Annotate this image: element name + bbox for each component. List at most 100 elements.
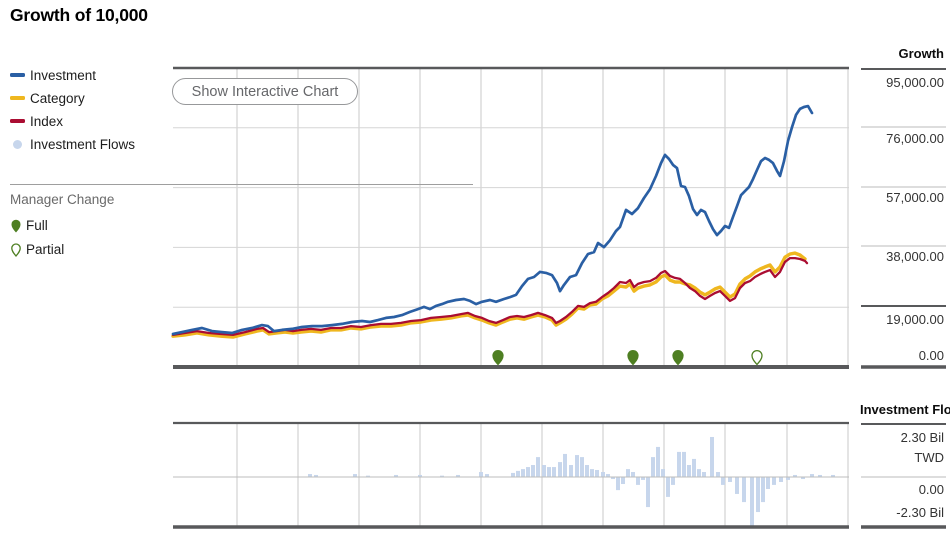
flow-bar xyxy=(526,467,530,477)
legend-item-investment: Investment xyxy=(10,67,97,83)
flow-bar xyxy=(641,477,645,480)
flow-bar xyxy=(547,467,551,477)
flow-bar xyxy=(772,477,776,485)
growth-axis-tick: 0.00 xyxy=(918,348,944,363)
flow-bar xyxy=(563,453,567,477)
flow-bar xyxy=(646,477,650,508)
investment-flows-dot-swatch xyxy=(10,139,25,149)
full-pin-icon xyxy=(11,219,21,233)
flow-bar xyxy=(671,477,675,485)
manager-change-item-full: Full xyxy=(10,218,48,233)
flow-bar xyxy=(485,474,489,477)
flow-bar xyxy=(585,465,589,477)
partial-pin-icon xyxy=(11,243,21,257)
growth-axis-header: Growth xyxy=(898,46,945,61)
flow-bar xyxy=(682,451,686,477)
flow-bar xyxy=(742,477,746,503)
legend-label: Investment xyxy=(30,67,97,83)
manager-change-title: Manager Change xyxy=(10,192,115,207)
flow-bar xyxy=(677,451,681,477)
partial-manager-change-pin xyxy=(751,350,763,366)
flow-bar xyxy=(575,455,579,477)
flow-bar xyxy=(308,474,312,477)
flows-axis-tick: 0.00 xyxy=(918,482,944,497)
manager-change-label: Partial xyxy=(26,242,65,257)
growth-axis-tick: 19,000.00 xyxy=(886,312,944,327)
flow-bar xyxy=(353,474,357,477)
full-manager-change-pin xyxy=(672,350,684,366)
growth-axis-tick: 38,000.00 xyxy=(886,249,944,264)
category-series-line xyxy=(171,251,807,339)
flow-bar xyxy=(779,477,783,482)
legend-label: Category xyxy=(30,90,85,106)
flow-bar xyxy=(631,472,635,477)
legend-item-investment-flows: Investment Flows xyxy=(10,136,136,152)
flow-bar xyxy=(661,469,665,477)
flow-bar xyxy=(590,469,594,477)
full-manager-change-pin xyxy=(492,350,504,366)
flow-bar xyxy=(735,477,739,494)
investment-series-line xyxy=(171,104,814,336)
flow-bar xyxy=(692,458,696,477)
page-title: Growth of 10,000 xyxy=(10,5,148,25)
flow-bar xyxy=(626,469,630,477)
flow-bar xyxy=(366,475,370,477)
flow-bar xyxy=(542,465,546,477)
flow-bar xyxy=(516,470,520,477)
flow-bar xyxy=(521,469,525,477)
flow-bar xyxy=(786,477,790,480)
flow-bar xyxy=(687,465,691,477)
flow-bar xyxy=(511,472,515,477)
flow-bar xyxy=(601,472,605,477)
flow-bar xyxy=(651,457,655,477)
flow-bar xyxy=(616,477,620,491)
flow-bar xyxy=(761,477,765,503)
growth-axis-tick: 57,000.00 xyxy=(886,190,944,205)
index-series-line xyxy=(171,256,809,337)
legend-label: Investment Flows xyxy=(30,136,136,152)
flow-bar xyxy=(531,465,535,477)
flow-bar xyxy=(552,467,556,477)
flow-bar xyxy=(801,477,805,480)
flow-bar xyxy=(394,474,398,477)
growth-axis-tick: 95,000.00 xyxy=(886,75,944,90)
legend-item-category: Category xyxy=(10,90,85,106)
investment-line-swatch xyxy=(10,73,25,77)
index-line-swatch xyxy=(10,119,25,123)
flows-axis-tick: 2.30 Bil xyxy=(900,430,944,445)
flow-bar xyxy=(756,477,760,513)
flows-axis-tick: TWD xyxy=(914,450,944,465)
flow-bar xyxy=(702,472,706,477)
manager-change-item-partial: Partial xyxy=(10,242,64,257)
flow-bar xyxy=(697,469,701,477)
flows-axis-tick: -2.30 Bil xyxy=(896,505,944,520)
flow-bar xyxy=(314,474,318,477)
manager-change-label: Full xyxy=(26,218,48,233)
flow-bar xyxy=(721,477,725,485)
flow-bar xyxy=(621,477,625,485)
flow-bar xyxy=(558,462,562,477)
legend-item-index: Index xyxy=(10,113,64,129)
category-line-swatch xyxy=(10,96,25,100)
flow-bar xyxy=(479,472,483,477)
flow-bar xyxy=(440,475,444,477)
show-interactive-chart-button[interactable]: Show Interactive Chart xyxy=(172,78,358,105)
flows-axis-header: Investment Flows xyxy=(860,402,950,417)
flow-bar xyxy=(728,477,732,482)
flow-bar xyxy=(569,465,573,477)
flow-bar xyxy=(595,469,599,477)
flow-bar xyxy=(750,477,754,527)
flow-bar xyxy=(831,474,835,477)
flow-bar xyxy=(536,457,540,477)
growth-axis-tick: 76,000.00 xyxy=(886,131,944,146)
legend-divider xyxy=(10,184,473,185)
flow-bar xyxy=(810,474,814,477)
flow-bar xyxy=(636,477,640,485)
legend-label: Index xyxy=(30,113,64,129)
flow-bar xyxy=(611,477,615,480)
flow-bar xyxy=(456,474,460,477)
flow-bar xyxy=(418,474,422,477)
flow-bar xyxy=(606,474,610,477)
